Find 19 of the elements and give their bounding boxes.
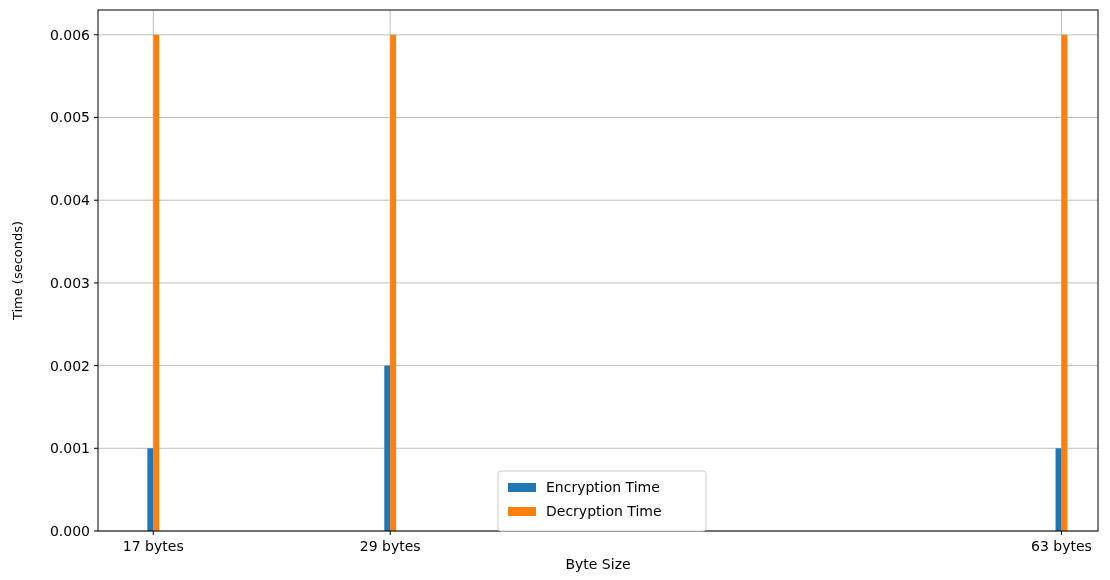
y-tick-label: 0.001 [49,440,90,457]
x-axis-title: Byte Size [565,556,631,572]
legend-label: Encryption Time [546,479,660,495]
y-axis-title: Time (seconds) [10,220,25,322]
bar [153,34,160,531]
y-tick-label: 0.002 [49,357,90,374]
bar [1061,34,1068,531]
y-tick-label: 0.004 [49,192,91,209]
bar [147,448,154,531]
x-tick-label: 17 bytes [122,538,184,554]
y-tick-label: 0.003 [49,274,90,291]
legend-label: Decryption Time [546,503,662,519]
y-tick-label: 0.005 [49,109,90,126]
bar [384,365,391,531]
y-tick-label: 0.000 [49,522,90,539]
x-tick-label: 63 bytes [1031,538,1092,554]
y-tick-label: 0.006 [49,26,91,43]
x-tick-label: 29 bytes [359,538,421,554]
bar [390,34,397,531]
